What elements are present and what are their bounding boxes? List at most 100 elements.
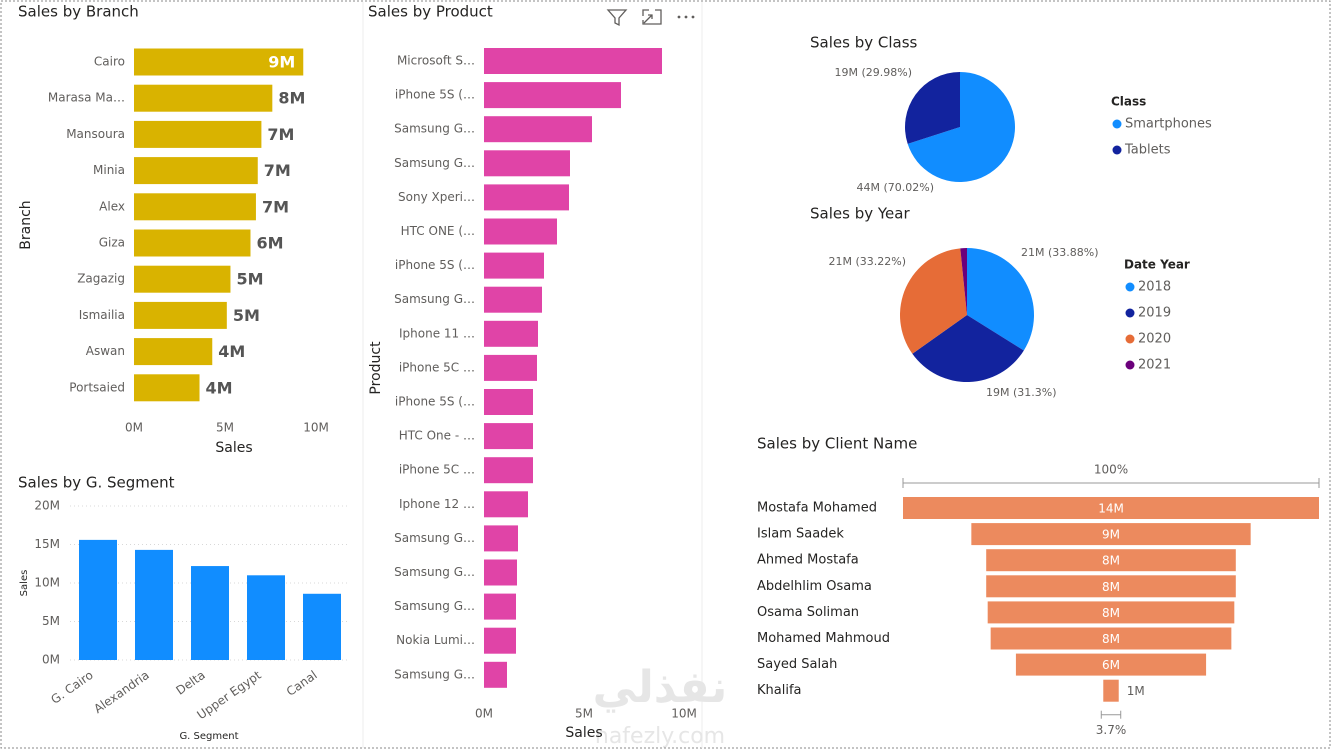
bar bbox=[134, 120, 262, 148]
category-label: Aswan bbox=[86, 344, 125, 358]
funnel-top-label: 100% bbox=[1094, 463, 1128, 477]
bar bbox=[484, 82, 621, 109]
funnel-bar bbox=[971, 523, 1251, 546]
legend-marker bbox=[1112, 119, 1122, 129]
bar bbox=[134, 157, 258, 185]
bar bbox=[484, 252, 544, 279]
watermark: نفذلي bbox=[593, 662, 728, 713]
legend-marker bbox=[1125, 334, 1135, 344]
data-label: 44M (70.02%) bbox=[856, 181, 934, 194]
bar bbox=[191, 566, 229, 660]
filter-icon[interactable] bbox=[606, 9, 628, 27]
category-label: iPhone 5S (… bbox=[395, 258, 475, 272]
legend-marker bbox=[1125, 360, 1135, 370]
legend-label: 2020 bbox=[1138, 332, 1171, 347]
category-label: Sayed Salah bbox=[757, 657, 837, 672]
category-label: Samsung G… bbox=[394, 565, 475, 579]
legend-label: Smartphones bbox=[1125, 117, 1212, 132]
y-tick-label: 10M bbox=[34, 576, 60, 590]
funnel-bar bbox=[990, 627, 1232, 650]
pie-slice bbox=[960, 248, 967, 315]
category-label: Cairo bbox=[94, 55, 125, 69]
pie-slice bbox=[967, 248, 1034, 351]
bar bbox=[484, 627, 516, 654]
bar bbox=[134, 338, 213, 366]
bar bbox=[247, 575, 285, 660]
y-tick-label: 20M bbox=[34, 499, 60, 513]
data-label: 7M bbox=[264, 161, 291, 180]
bar bbox=[484, 218, 557, 245]
data-label: 8M bbox=[1102, 554, 1120, 568]
category-label: Iphone 11 … bbox=[399, 326, 475, 340]
x-tick-label: 0M bbox=[125, 421, 143, 435]
bar bbox=[303, 593, 341, 660]
funnel-bar bbox=[1015, 653, 1207, 676]
pie-slice bbox=[912, 315, 1024, 382]
watermark: nafezly.com bbox=[595, 724, 725, 749]
category-label: Mansoura bbox=[66, 127, 125, 141]
x-tick-label: G. Cairo bbox=[48, 668, 95, 707]
visual-toolbar bbox=[606, 9, 695, 27]
data-label: 8M bbox=[1102, 606, 1120, 620]
bar bbox=[484, 559, 517, 586]
bar bbox=[79, 539, 117, 660]
data-label: 21M (33.22%) bbox=[828, 255, 906, 268]
chart-title: Sales by Class bbox=[810, 34, 918, 52]
category-label: Mohamed Mahmoud bbox=[757, 631, 890, 646]
bar bbox=[484, 457, 533, 484]
data-label: 8M bbox=[278, 89, 305, 108]
category-label: Ahmed Mostafa bbox=[757, 553, 859, 568]
x-tick-label: Canal bbox=[284, 668, 320, 699]
bar bbox=[134, 301, 227, 329]
funnel-bar bbox=[987, 601, 1235, 624]
y-tick-label: 0M bbox=[42, 653, 60, 667]
bar bbox=[484, 593, 516, 620]
category-label: Islam Saadek bbox=[757, 527, 844, 542]
legend-label: 2021 bbox=[1138, 358, 1171, 373]
data-label: 8M bbox=[1102, 632, 1120, 646]
data-label: 4M bbox=[206, 378, 233, 397]
category-label: Ismailia bbox=[79, 308, 125, 322]
funnel-bar bbox=[1103, 679, 1119, 702]
category-label: Minia bbox=[93, 163, 125, 177]
category-label: iPhone 5S (… bbox=[395, 88, 475, 102]
data-label: 4M bbox=[218, 342, 245, 361]
data-label: 19M (29.98%) bbox=[834, 66, 912, 79]
x-tick-label: 10M bbox=[303, 421, 329, 435]
bar bbox=[135, 549, 173, 660]
funnel-bottom-label: 3.7% bbox=[1096, 723, 1127, 737]
legend-title: Date Year bbox=[1124, 258, 1190, 272]
pie-slice bbox=[900, 248, 967, 354]
y-tick-label: 15M bbox=[34, 537, 60, 551]
category-label: Giza bbox=[99, 236, 125, 250]
bar bbox=[134, 265, 231, 293]
category-label: Sony Xperi… bbox=[398, 190, 475, 204]
x-tick-label: 10M bbox=[671, 707, 697, 721]
category-label: Nokia Lumi… bbox=[396, 633, 475, 647]
chart-title: Sales by Branch bbox=[18, 3, 139, 21]
bar bbox=[484, 116, 592, 143]
pie-slice bbox=[905, 72, 960, 144]
data-label: 9M bbox=[1102, 528, 1120, 542]
focus-mode-icon[interactable] bbox=[642, 9, 662, 25]
category-label: Samsung G… bbox=[394, 122, 475, 136]
funnel-bar bbox=[986, 549, 1236, 572]
category-label: Osama Soliman bbox=[757, 605, 859, 620]
funnel-bar bbox=[903, 497, 1319, 519]
bar bbox=[484, 320, 538, 347]
x-axis-title: Sales bbox=[565, 725, 602, 741]
category-label: iPhone 5C … bbox=[399, 463, 475, 477]
y-axis-title: Sales bbox=[19, 570, 30, 597]
legend-marker bbox=[1125, 308, 1135, 318]
chart-title: Sales by G. Segment bbox=[18, 474, 175, 492]
more-options-icon[interactable] bbox=[677, 15, 695, 19]
category-label: Portsaied bbox=[69, 380, 125, 394]
bar bbox=[484, 423, 533, 450]
category-label: Samsung G… bbox=[394, 667, 475, 681]
bar bbox=[134, 48, 304, 76]
category-label: iPhone 5S (… bbox=[395, 395, 475, 409]
data-label: 6M bbox=[1102, 658, 1120, 672]
